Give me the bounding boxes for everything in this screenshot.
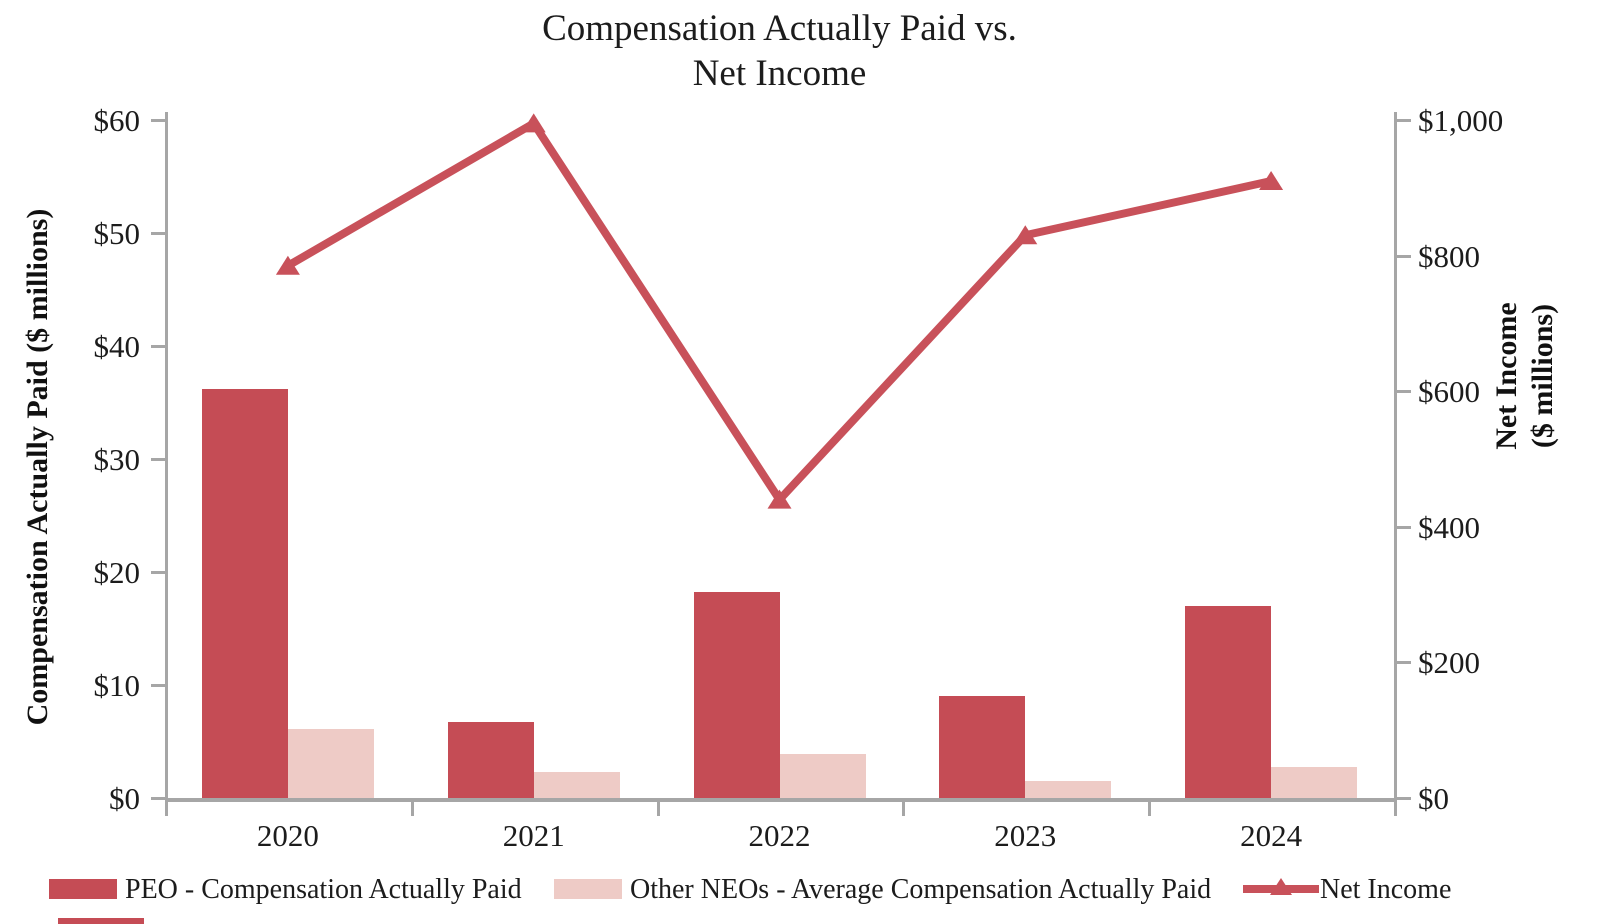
left-axis-tick-label: $50 bbox=[93, 216, 141, 251]
legend-label: Other NEOs - Average Compensation Actual… bbox=[630, 874, 1212, 905]
chart-title-line2: Net Income bbox=[692, 53, 867, 94]
net-income-marker-icon bbox=[521, 113, 546, 133]
left-axis-tick-label: $0 bbox=[109, 781, 140, 816]
left-axis-tickmark bbox=[151, 119, 165, 122]
right-axis-tick-label: $600 bbox=[1418, 374, 1480, 410]
bar-neo-avg-cap bbox=[533, 772, 620, 798]
legend-triangle-marker-icon bbox=[1270, 878, 1292, 895]
left-axis-tick-label: $30 bbox=[93, 442, 141, 477]
net-income-marker-icon bbox=[1013, 225, 1038, 245]
net-income-line bbox=[285, 118, 1272, 507]
legend-bar-swatch-icon bbox=[554, 879, 622, 899]
legend-clipped-swatch bbox=[58, 918, 144, 924]
left-axis-tick-label: $10 bbox=[93, 668, 141, 703]
x-axis-tickmark bbox=[1394, 798, 1397, 816]
x-axis-line bbox=[165, 798, 1397, 802]
x-axis-tickmark bbox=[165, 798, 168, 816]
bar-neo-avg-cap bbox=[1025, 781, 1112, 798]
x-axis-tickmark bbox=[902, 798, 906, 816]
left-axis-tickmark bbox=[151, 571, 165, 574]
right-axis-tickmark bbox=[1397, 525, 1411, 529]
right-axis-title-line1: Net Income bbox=[1490, 302, 1523, 450]
chart-title-line1: Compensation Actually Paid vs. bbox=[542, 8, 1017, 49]
bar-peo-cap bbox=[1185, 605, 1272, 798]
net-income-marker-icon bbox=[767, 489, 792, 509]
right-axis-tickmark bbox=[1397, 661, 1411, 665]
x-axis-tickmark bbox=[1148, 798, 1152, 816]
net-income-marker-icon bbox=[275, 255, 300, 275]
legend-bar-swatch-icon bbox=[49, 879, 117, 899]
bar-neo-avg-cap bbox=[287, 729, 374, 798]
x-axis-category-label: 2023 bbox=[994, 818, 1057, 853]
legend-label: PEO - Compensation Actually Paid bbox=[125, 874, 522, 905]
x-axis-tickmark bbox=[410, 798, 414, 816]
chart-title: Compensation Actually Paid vs. Net Incom… bbox=[165, 6, 1394, 96]
right-axis-tickmark bbox=[1397, 797, 1411, 800]
x-axis-category-label: 2022 bbox=[748, 818, 811, 853]
right-axis-tick-label: $800 bbox=[1418, 238, 1480, 274]
legend-label: Net Income bbox=[1320, 874, 1452, 905]
left-axis-tickmark bbox=[151, 684, 165, 687]
right-axis-tickmark bbox=[1397, 119, 1411, 122]
legend-line-swatch-icon bbox=[1243, 878, 1319, 895]
left-axis-tickmark bbox=[151, 232, 165, 235]
right-axis-line bbox=[1394, 112, 1397, 801]
x-axis-category-label: 2021 bbox=[502, 818, 565, 853]
right-axis-tickmark bbox=[1397, 254, 1411, 258]
left-axis-tick-label: $40 bbox=[93, 329, 141, 364]
x-axis-category-label: 2024 bbox=[1240, 818, 1303, 853]
left-axis-tick-label: $20 bbox=[93, 555, 141, 590]
right-axis-tick-label: $0 bbox=[1418, 781, 1449, 816]
left-axis-line bbox=[165, 112, 168, 801]
right-axis-title: Net Income ($ millions) bbox=[1489, 166, 1561, 586]
right-axis-title-line2: ($ millions) bbox=[1526, 303, 1559, 449]
bar-neo-avg-cap bbox=[1271, 767, 1358, 798]
bar-neo-avg-cap bbox=[779, 753, 866, 798]
right-axis-tickmark bbox=[1397, 390, 1411, 394]
bar-peo-cap bbox=[693, 592, 780, 798]
left-axis-tickmark bbox=[151, 458, 165, 461]
right-axis-tick-label: $400 bbox=[1418, 509, 1480, 545]
right-axis-tick-label: $200 bbox=[1418, 645, 1480, 681]
bar-peo-cap bbox=[939, 696, 1026, 798]
x-axis-tickmark bbox=[656, 798, 660, 816]
net-income-marker-icon bbox=[1259, 171, 1284, 191]
bar-peo-cap bbox=[447, 722, 534, 798]
left-axis-tickmark bbox=[151, 345, 165, 348]
right-axis-tick-label: $1,000 bbox=[1418, 103, 1504, 138]
bar-peo-cap bbox=[201, 388, 288, 798]
left-axis-tickmark bbox=[151, 797, 165, 800]
left-axis-tick-label: $60 bbox=[93, 103, 141, 138]
x-axis-category-label: 2020 bbox=[256, 818, 319, 853]
